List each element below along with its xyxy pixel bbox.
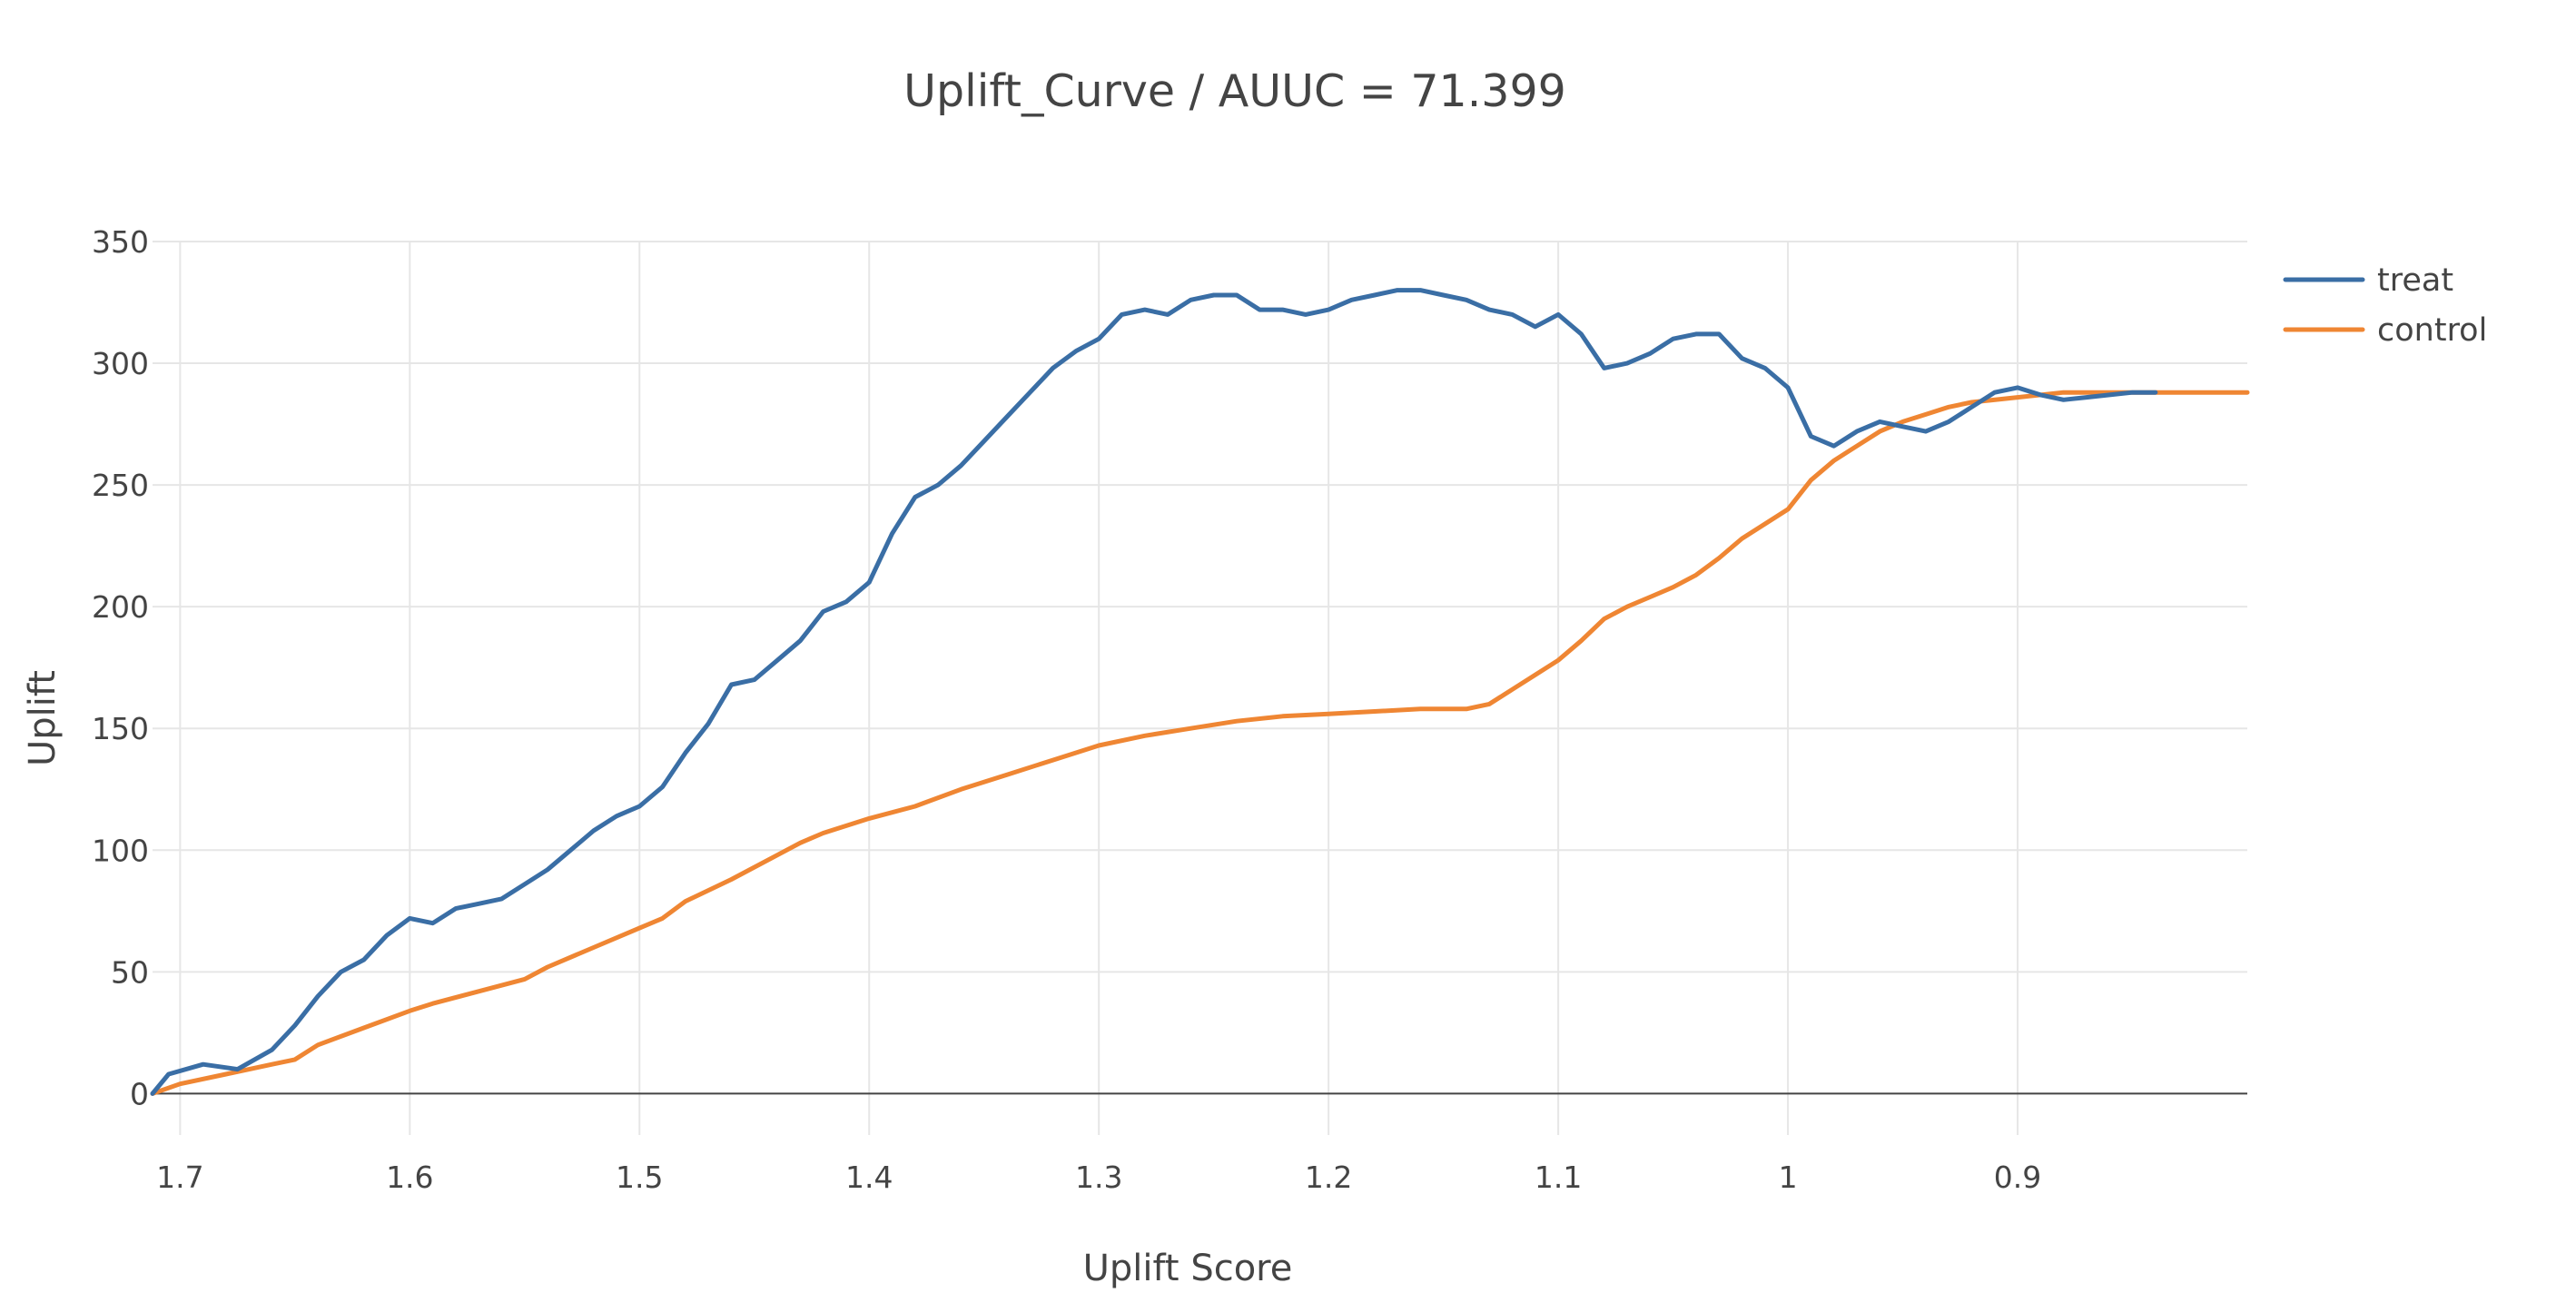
legend-item-treat[interactable]: treat <box>2283 262 2453 299</box>
y-tick-label: 50 <box>111 954 149 990</box>
y-tick-labels: 0 50 100 150 200 250 300 350 <box>92 224 149 1111</box>
y-tick-label: 200 <box>92 589 149 625</box>
x-tick-label: 1.7 <box>156 1160 203 1195</box>
x-tick-label: 0.9 <box>1994 1160 2041 1195</box>
x-tick-label: 1.6 <box>386 1160 433 1195</box>
x-tick-label: 1.2 <box>1305 1160 1352 1195</box>
x-tick-label: 1 <box>1779 1160 1798 1195</box>
y-tick-label: 350 <box>92 224 149 260</box>
series-line-treat[interactable] <box>150 288 2158 1096</box>
y-tick-label: 250 <box>92 468 149 503</box>
legend[interactable]: treat control <box>2283 262 2487 349</box>
chart-title: Uplift_Curve / AUUC = 71.399 <box>903 65 1566 117</box>
legend-label-control: control <box>2377 312 2487 349</box>
x-axis-title: Uplift Score <box>1083 1248 1293 1289</box>
legend-item-control[interactable]: control <box>2283 312 2487 349</box>
x-tick-label: 1.3 <box>1075 1160 1122 1195</box>
y-axis-title: Uplift <box>22 670 64 766</box>
series-layer <box>150 288 2250 1096</box>
x-tick-label: 1.4 <box>845 1160 893 1195</box>
series-line-control[interactable] <box>150 390 2250 1096</box>
x-tick-label: 1.5 <box>616 1160 663 1195</box>
x-tick-label: 1.1 <box>1535 1160 1582 1195</box>
y-tick-label: 0 <box>130 1076 149 1111</box>
y-tick-label: 100 <box>92 833 149 868</box>
grid-layer <box>153 241 2247 1135</box>
y-tick-label: 300 <box>92 346 149 381</box>
y-tick-label: 150 <box>92 711 149 746</box>
x-tick-labels: 1.7 1.6 1.5 1.4 1.3 1.2 1.1 1 0.9 <box>156 1160 2041 1195</box>
legend-label-treat: treat <box>2377 262 2453 299</box>
